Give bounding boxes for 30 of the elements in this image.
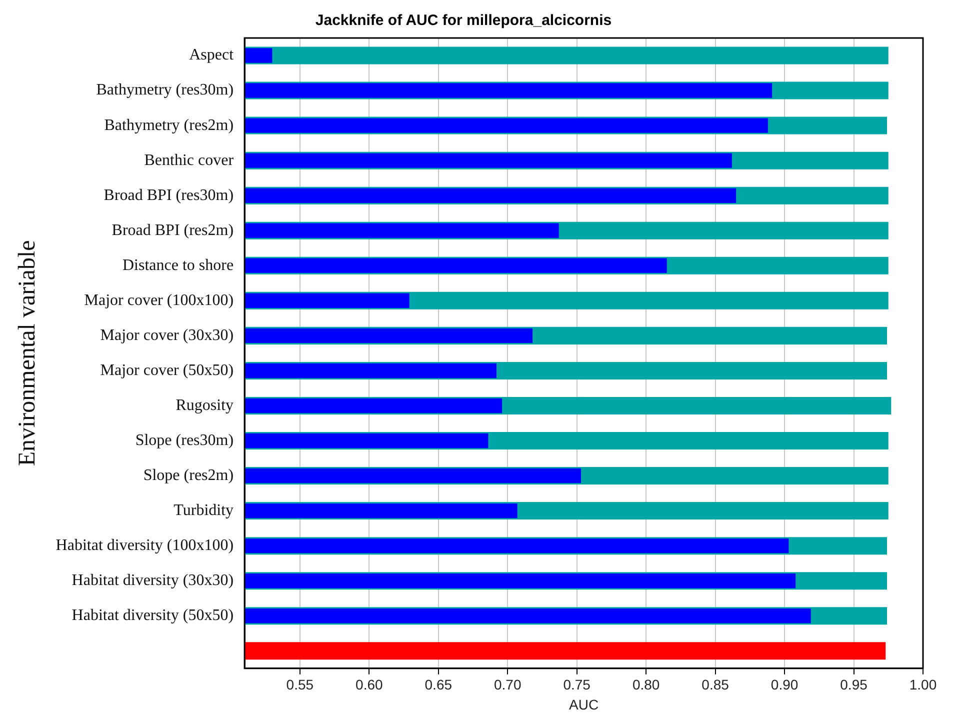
x-tick-label: 0.80 [632,676,660,693]
y-tick-label: Benthic cover [144,152,234,169]
chart-title: Jackknife of AUC for millepora_alcicornis [315,12,612,30]
y-tick-label: Broad BPI (res2m) [112,222,234,239]
x-tick-label: 0.85 [702,676,730,693]
x-tick-label: 0.90 [770,676,798,693]
y-tick-label: Major cover (30x30) [100,326,234,344]
y-tick-label: Slope (res30m) [135,432,234,449]
y-tick-label: Rugosity [176,396,234,414]
y-tick-label: Distance to shore [122,256,234,274]
x-tick-label: 0.95 [840,676,868,693]
y-tick-label: Bathymetry (res30m) [96,82,234,99]
y-axis-title: Environmental variable [14,240,41,466]
y-tick-label: Major cover (50x50) [100,362,234,379]
y-tick-label: Broad BPI (res30m) [104,186,234,204]
y-tick-label: Habitat diversity (30x30) [72,572,234,590]
x-axis-title: AUC [568,696,599,712]
x-tick-label: 0.55 [286,676,314,693]
x-tick-label: 0.70 [494,676,522,693]
x-tick-label: 0.65 [424,676,452,693]
y-tick-label: Turbidity [174,502,234,520]
y-tick-label: Habitat diversity (50x50) [72,607,234,624]
x-tick-label: 0.75 [563,676,591,693]
y-tick-label: Bathymetry (res2m) [104,116,234,134]
x-tick-label: 1.00 [909,676,937,693]
x-tick-label: 0.60 [356,676,383,693]
y-tick-label: Habitat diversity (100x100) [56,537,234,554]
y-tick-label: Slope (res2m) [143,466,234,484]
y-tick-label: Major cover (100x100) [84,292,234,309]
y-tick-label: Aspect [189,46,234,64]
